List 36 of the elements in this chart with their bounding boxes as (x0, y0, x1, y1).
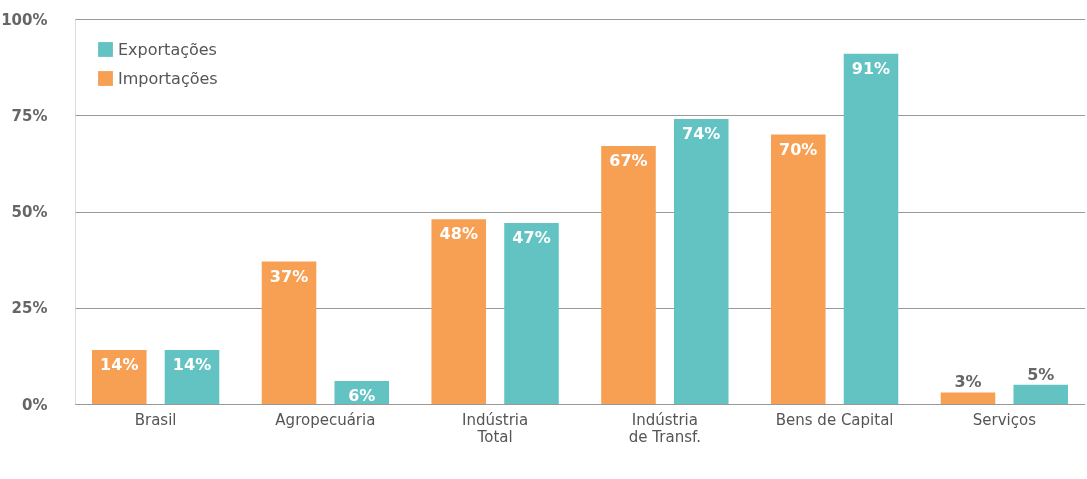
x-tick-label: Bens de Capital (775, 410, 894, 429)
x-tick-label: Brasil (134, 410, 177, 429)
x-tick-label: Agropecuária (275, 410, 376, 429)
y-tick-label: 0% (22, 395, 48, 414)
y-tick-label: 25% (11, 299, 48, 318)
legend-label: Importações (118, 68, 218, 88)
data-label: 47% (512, 228, 551, 248)
data-label: 14% (172, 355, 212, 375)
x-tick-label: Indústria de Transf. (628, 410, 701, 446)
data-label: 14% (100, 355, 139, 375)
bar (164, 350, 220, 404)
data-label: 5% (1027, 364, 1055, 384)
data-label: 67% (609, 151, 648, 171)
y-tick-label: 50% (11, 203, 48, 221)
data-label: 70% (779, 139, 818, 159)
data-label: 6% (348, 385, 376, 405)
bar (940, 392, 996, 404)
bar (504, 223, 559, 404)
bar (843, 53, 899, 404)
bar (673, 119, 729, 404)
data-label: 48% (439, 224, 478, 244)
bar (431, 219, 487, 404)
data-label: 37% (269, 266, 309, 286)
bar (261, 261, 317, 404)
bar (1013, 384, 1069, 404)
data-label: 91% (851, 58, 891, 78)
y-tick-label: 75% (11, 106, 48, 125)
y-tick-label: 100% (1, 10, 48, 29)
x-tick-label: Indústria Total (462, 410, 529, 446)
bar (91, 350, 147, 404)
data-label: 3% (954, 372, 982, 392)
bar (601, 146, 656, 404)
legend-label: Exportações (118, 39, 217, 59)
data-label: 74% (682, 124, 721, 144)
bar (770, 134, 826, 404)
x-tick-label: Serviços (972, 410, 1037, 429)
